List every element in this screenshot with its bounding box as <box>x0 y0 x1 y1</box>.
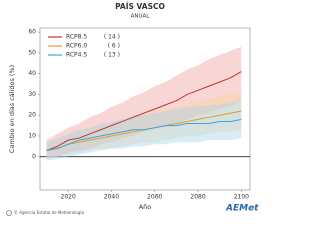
legend-label: RCP6.0 <box>66 43 87 50</box>
series-line <box>46 71 242 152</box>
uncertainty-band <box>46 46 242 159</box>
x-axis-label: Año <box>139 203 152 211</box>
y-tick-label: 40 <box>28 70 36 77</box>
chart-title: PAÍS VASCO <box>115 2 165 11</box>
chart: PAÍS VASCO ANUAL Cambio en días cálidos … <box>6 2 260 216</box>
chart-subtitle: ANUAL <box>131 14 151 20</box>
legend-note: ( 6 ) <box>108 43 120 50</box>
y-tick-label: 50 <box>28 49 36 56</box>
legend-label: RCP8.5 <box>66 34 87 41</box>
x-tick-label: 2020 <box>61 194 76 201</box>
legend-note: ( 13 ) <box>104 52 120 59</box>
legend-note: ( 14 ) <box>104 34 120 41</box>
y-tick-label: 20 <box>28 112 36 119</box>
uncertainty-band <box>46 92 242 159</box>
y-axis-label: Cambio en días cálidos (%) <box>8 65 16 153</box>
logo: AEMet <box>225 204 259 214</box>
y-tick-label: 10 <box>28 133 36 140</box>
plot-area <box>39 27 251 191</box>
x-tick-label: 2100 <box>234 194 249 201</box>
y-tick-label: 30 <box>28 91 36 98</box>
y-tick-label: 0 <box>32 153 36 160</box>
footer-icon <box>6 210 12 216</box>
series-line <box>46 118 242 152</box>
x-tick-label: 2040 <box>104 194 119 201</box>
y-tick-label: 60 <box>28 29 36 36</box>
x-tick-label: 2060 <box>147 194 162 201</box>
footer: © Agencia Estatal de Meteorología <box>14 210 84 215</box>
legend-label: RCP4.5 <box>66 52 87 59</box>
uncertainty-band <box>46 100 242 161</box>
x-tick-label: 2080 <box>190 194 205 201</box>
